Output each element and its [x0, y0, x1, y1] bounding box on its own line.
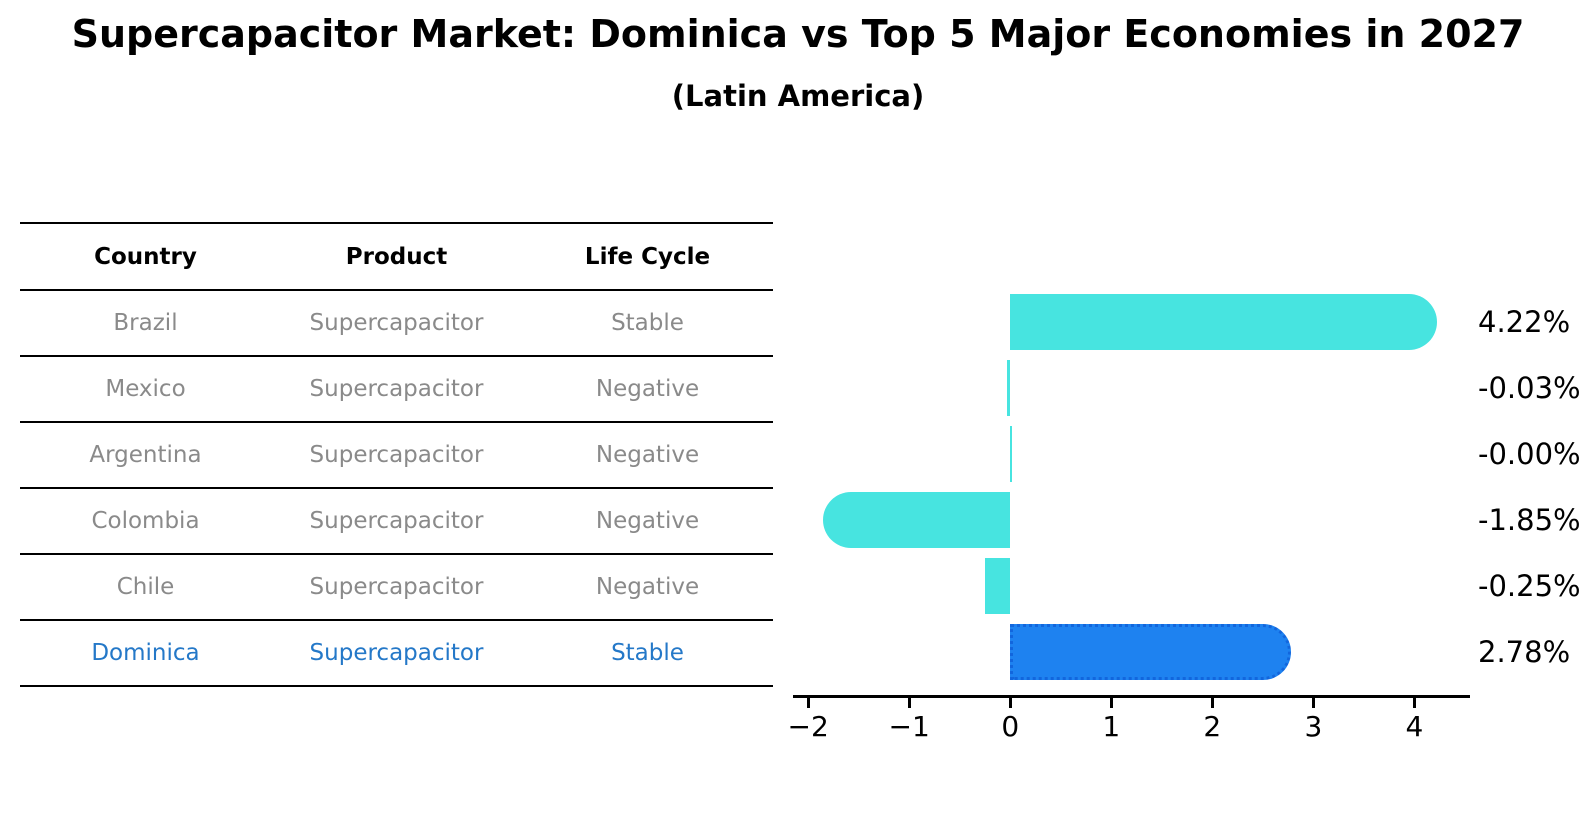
x-axis-tick — [1008, 698, 1012, 708]
x-axis-tick — [1210, 698, 1214, 708]
x-tick-label: 2 — [1203, 710, 1222, 743]
page-subtitle: (Latin America) — [671, 79, 925, 113]
bar-chile — [984, 558, 1011, 614]
bar-argentina — [1010, 426, 1012, 482]
table-header-row: Country Product Life Cycle — [20, 224, 773, 291]
cell-life-cycle: Stable — [611, 640, 684, 666]
cell-life-cycle: Negative — [595, 442, 700, 468]
x-axis-tick — [1109, 698, 1113, 708]
cell-life-cycle: Negative — [595, 508, 700, 534]
cell-product: Supercapacitor — [309, 376, 484, 402]
cell-life-cycle: Negative — [595, 376, 700, 402]
bar-mexico — [1007, 360, 1011, 416]
table-row-chile: Chile Supercapacitor Negative — [20, 555, 773, 621]
x-axis-tick — [806, 698, 810, 708]
cell-product: Supercapacitor — [309, 508, 484, 534]
cell-life-cycle: Negative — [595, 574, 700, 600]
x-tick-label: 0 — [1001, 710, 1020, 743]
x-tick-label: 3 — [1304, 710, 1323, 743]
table-row-brazil: Brazil Supercapacitor Stable — [20, 291, 773, 357]
cell-country: Argentina — [89, 442, 202, 468]
header-product: Product — [345, 243, 448, 270]
cell-country: Dominica — [91, 640, 200, 666]
x-axis-tick — [1412, 698, 1416, 708]
value-label-mexico: -0.03% — [1478, 371, 1581, 405]
cell-country: Mexico — [105, 376, 186, 402]
x-tick-label: 4 — [1405, 710, 1424, 743]
bar-colombia — [823, 492, 1011, 548]
bar-value-labels: 4.22% -0.03% -0.00% -1.85% -0.25% 2.78% — [1478, 262, 1596, 695]
cell-product: Supercapacitor — [309, 574, 484, 600]
header-life-cycle: Life Cycle — [584, 243, 711, 270]
header-country: Country — [94, 243, 197, 270]
cell-country: Brazil — [113, 310, 178, 336]
bar-chart-plot-area: −2 −1 0 1 2 3 4 — [788, 262, 1470, 743]
value-label-brazil: 4.22% — [1478, 305, 1571, 339]
country-table: Country Product Life Cycle Brazil Superc… — [20, 222, 773, 687]
value-label-dominica: 2.78% — [1478, 635, 1571, 669]
cell-product: Supercapacitor — [309, 442, 484, 468]
x-tick-label: −1 — [888, 710, 930, 743]
cell-country: Chile — [116, 574, 175, 600]
x-axis-tick — [1311, 698, 1315, 708]
table-row-dominica: Dominica Supercapacitor Stable — [20, 621, 773, 687]
cell-product: Supercapacitor — [309, 640, 484, 666]
cell-life-cycle: Stable — [611, 310, 684, 336]
bar-dominica — [1010, 624, 1292, 680]
value-label-argentina: -0.00% — [1478, 437, 1581, 471]
x-tick-label: 1 — [1102, 710, 1121, 743]
table-row-mexico: Mexico Supercapacitor Negative — [20, 357, 773, 423]
bar-brazil — [1010, 294, 1437, 350]
table-row-argentina: Argentina Supercapacitor Negative — [20, 423, 773, 489]
x-axis-tick — [907, 698, 911, 708]
cell-country: Colombia — [91, 508, 200, 534]
value-label-colombia: -1.85% — [1478, 503, 1581, 537]
x-tick-label: −2 — [787, 710, 829, 743]
value-label-chile: -0.25% — [1478, 569, 1581, 603]
cell-product: Supercapacitor — [309, 310, 484, 336]
table-row-colombia: Colombia Supercapacitor Negative — [20, 489, 773, 555]
page-title: Supercapacitor Market: Dominica vs Top 5… — [71, 12, 1525, 56]
